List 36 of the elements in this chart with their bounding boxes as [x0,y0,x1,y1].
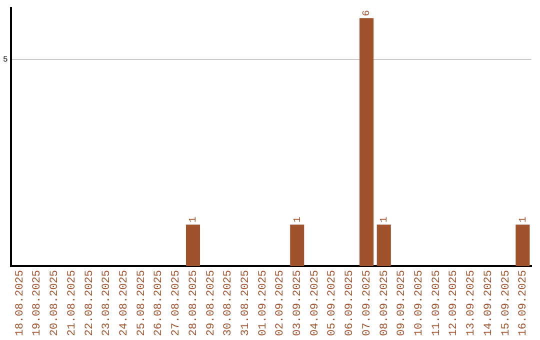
y-tick-label: 5 [2,56,8,65]
x-tick-label: 01.09.2025 [257,270,270,336]
x-tick-label: 21.08.2025 [66,270,78,336]
x-tick-label: 23.08.2025 [101,270,114,336]
x-tick-label: 05.09.2025 [326,270,339,336]
x-tick-label: 04.09.2025 [309,270,322,336]
x-tick-label: 27.08.2025 [170,270,183,336]
x-tick-label: 29.08.2025 [205,270,218,336]
data-label: 1 [518,216,530,223]
x-tick-label: 19.08.2025 [32,270,44,336]
data-label: 1 [188,216,200,223]
x-tick-label: 15.09.2025 [500,270,512,336]
x-tick-label: 12.09.2025 [448,270,460,336]
x-tick-label: 10.09.2025 [413,270,426,336]
data-label: 1 [292,216,304,223]
data-label: 6 [362,10,374,16]
data-label: 1 [380,216,391,223]
x-tick-label: 11.09.2025 [430,270,443,336]
x-tick-label: 07.09.2025 [361,270,374,336]
x-tick-label: 26.08.2025 [153,270,166,336]
x-tick-label: 22.08.2025 [84,270,96,336]
x-tick-label: 18.08.2025 [14,270,26,336]
x-tick-label: 14.09.2025 [482,270,495,336]
x-tick-label: 28.08.2025 [188,270,200,336]
x-tick-label: 02.09.2025 [274,270,287,336]
x-tick-label: 30.08.2025 [222,270,235,336]
x-tick-label: 24.08.2025 [118,270,130,336]
x-tick-label: 03.09.2025 [292,270,304,336]
x-tick-label: 20.08.2025 [49,270,62,336]
x-tick-label: 25.08.2025 [136,270,148,336]
x-tick-label: 13.09.2025 [466,270,478,336]
x-tick-label: 06.09.2025 [344,270,356,336]
x-tick-label: 09.09.2025 [396,270,408,336]
x-tick-label: 31.08.2025 [240,270,252,336]
x-tick-label: 16.09.2025 [518,270,530,336]
x-tick-label: 08.09.2025 [378,270,391,336]
